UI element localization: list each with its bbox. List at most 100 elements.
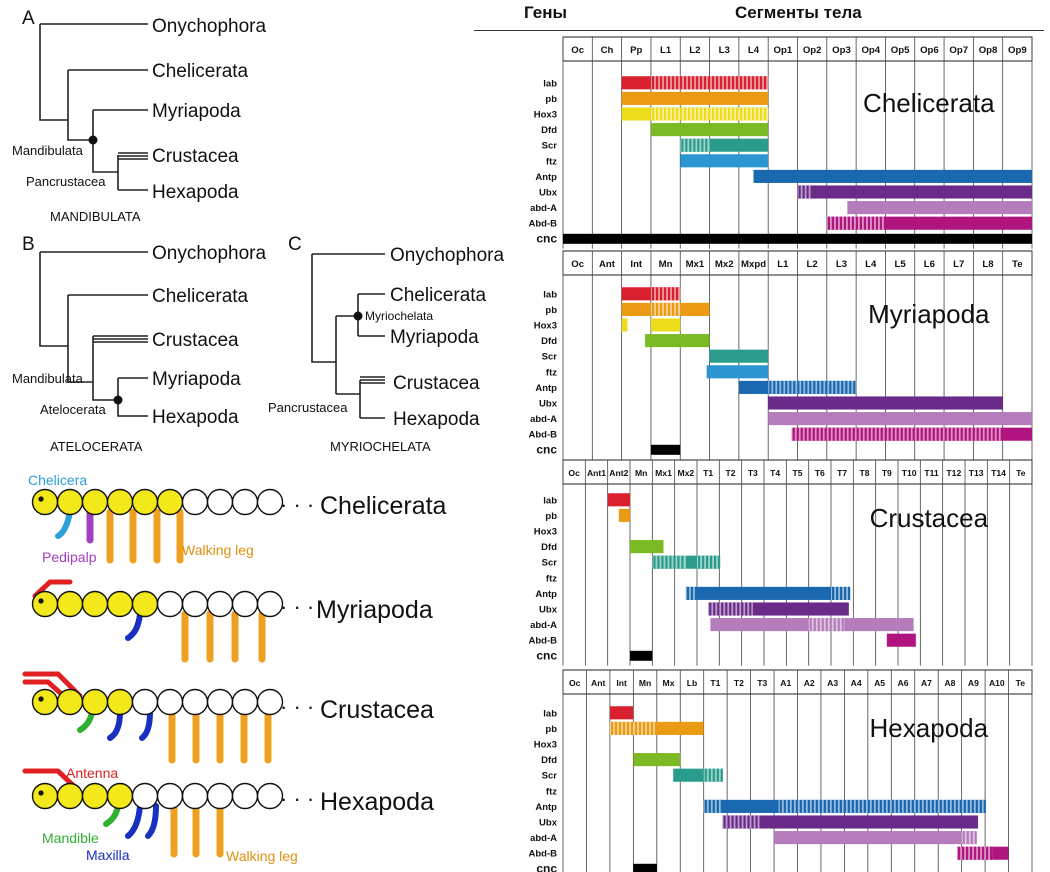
expression-hatch-stripe	[725, 602, 728, 616]
expression-hatch-stripe	[803, 799, 806, 813]
tree-c-caption: MYRIOCHELATA	[330, 439, 431, 454]
expression-hatch-stripe	[863, 216, 867, 230]
expression-hatch-stripe	[707, 107, 711, 121]
gene-label-ftz: ftz	[546, 786, 557, 797]
segment-label: A7	[921, 678, 932, 688]
expression-hatch-stripe	[642, 721, 646, 735]
segment-label: T12	[946, 468, 961, 478]
expression-hatch-stripe	[781, 380, 784, 394]
segment-label: Ch	[601, 45, 614, 56]
expression-hatch-stripe	[747, 815, 750, 829]
gene-label-scr: Scr	[542, 771, 558, 782]
expression-hatch-stripe	[779, 799, 782, 813]
expression-hatch-stripe	[751, 107, 755, 121]
expression-hatch-stripe	[667, 76, 671, 90]
expression-bar	[759, 815, 979, 829]
expression-hatch-stripe	[835, 799, 838, 813]
bodyplan-ellipsis-3: · · ·	[280, 694, 314, 719]
header-rule	[474, 30, 1044, 31]
gene-label-dfd: Dfd	[541, 336, 557, 347]
segment-label: Ant	[591, 678, 605, 688]
segment-label: Mx1	[686, 259, 705, 270]
label-maxilla: Maxilla	[86, 847, 130, 863]
expression-hatch-stripe	[848, 586, 851, 600]
expression-hatch-stripe	[832, 427, 835, 441]
expression-hatch-stripe	[714, 555, 717, 569]
expression-bar	[607, 493, 630, 507]
expression-hatch-stripe	[848, 427, 851, 441]
expression-hatch-stripe	[630, 721, 634, 735]
expression-hatch-stripe	[825, 618, 828, 632]
expression-hatch-stripe	[727, 76, 731, 90]
expression-hatch-stripe	[703, 107, 707, 121]
gene-label-abd-a: abd-A	[530, 203, 557, 214]
expression-hatch-stripe	[655, 302, 659, 316]
expression-hatch-stripe	[737, 602, 740, 616]
expression-hatch-stripe	[867, 216, 871, 230]
expression-hatch-stripe	[717, 602, 720, 616]
segment-label: T8	[859, 468, 869, 478]
gene-label-hox3: Hox3	[534, 110, 557, 121]
expression-hatch-stripe	[975, 799, 978, 813]
expression-hatch-stripe	[651, 302, 655, 316]
expression-hatch-stripe	[863, 799, 866, 813]
expression-hatch-stripe	[911, 799, 914, 813]
expression-hatch-stripe	[622, 721, 626, 735]
expression-hatch-stripe	[675, 107, 679, 121]
expression-hatch-stripe	[833, 618, 836, 632]
expression-bar	[621, 91, 769, 105]
expression-hatch-stripe	[972, 427, 975, 441]
gene-label-cnc: cnc	[536, 442, 557, 456]
gene-label-abd-b: Abd-B	[529, 636, 558, 647]
expression-bar	[844, 618, 914, 632]
maxilla-1-limb	[107, 709, 123, 741]
expression-hatch-stripe	[789, 380, 792, 394]
segments-header: Сегменты тела	[735, 3, 862, 22]
segment-label: L8	[982, 259, 994, 270]
gene-label-abd-a: abd-A	[530, 414, 557, 425]
tree-a-taxon-1: Onychophora	[152, 16, 267, 37]
expression-hatch-stripe	[908, 427, 911, 441]
expression-hatch-stripe	[711, 107, 715, 121]
expression-hatch-stripe	[721, 602, 724, 616]
expression-bar	[621, 302, 651, 316]
expression-hatch-stripe	[880, 427, 883, 441]
expression-hatch-stripe	[875, 216, 879, 230]
segment-label: A5	[874, 678, 885, 688]
segment-label: A8	[944, 678, 955, 688]
expression-hatch-stripe	[691, 107, 695, 121]
segment-label: Mx1	[655, 468, 672, 478]
expression-hatch-stripe	[743, 815, 746, 829]
segment-label: Op7	[949, 45, 968, 56]
expression-bar	[992, 846, 1009, 860]
gene-label-hox3: Hox3	[534, 527, 557, 538]
expression-hatch-stripe	[988, 427, 991, 441]
expression-hatch-stripe	[673, 555, 676, 569]
gene-label-dfd: Dfd	[541, 542, 557, 553]
expression-hatch-stripe	[841, 618, 844, 632]
gene-label-antp: Antp	[535, 589, 557, 600]
expression-bar	[673, 768, 704, 782]
expression-hatch-stripe	[739, 815, 742, 829]
expression-hatch-stripe	[667, 302, 671, 316]
expression-hatch-stripe	[792, 427, 795, 441]
gene-label-ubx: Ubx	[539, 188, 558, 199]
expression-bar	[650, 123, 769, 137]
expression-hatch-stripe	[715, 76, 719, 90]
expression-hatch-stripe	[831, 799, 834, 813]
gene-label-ubx: Ubx	[539, 399, 558, 410]
expression-hatch-stripe	[712, 799, 715, 813]
genes-header: Гены	[524, 3, 568, 22]
expression-hatch-stripe	[843, 216, 847, 230]
segment-label: L3	[836, 259, 847, 270]
expression-hatch-stripe	[785, 380, 788, 394]
gene-label-cnc: cnc	[536, 648, 557, 662]
expression-hatch-stripe	[655, 287, 659, 301]
expression-hatch-stripe	[984, 427, 987, 441]
expression-hatch-stripe	[915, 799, 918, 813]
expression-bar	[650, 444, 681, 455]
expression-bar	[752, 602, 849, 616]
segment-label: Int	[630, 259, 643, 270]
expression-hatch-stripe	[671, 76, 675, 90]
tree-b-node-1: Mandibulata	[12, 371, 84, 386]
